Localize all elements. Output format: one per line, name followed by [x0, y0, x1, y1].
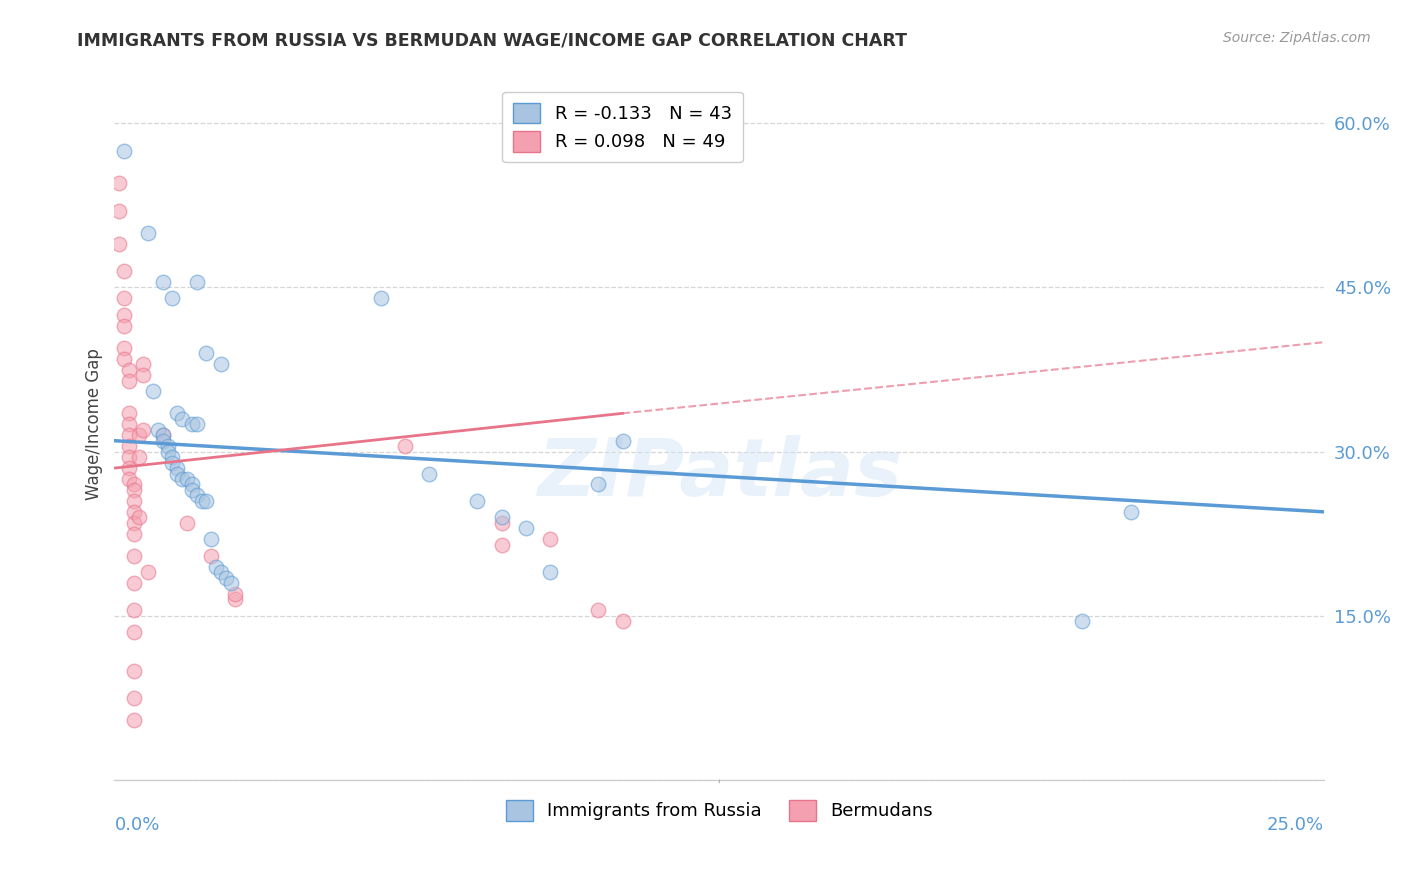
Point	[118, 439, 141, 453]
Point	[122, 625, 145, 640]
Point	[112, 292, 135, 306]
Point	[162, 450, 184, 464]
Point	[152, 428, 174, 442]
Point	[491, 510, 513, 524]
Point	[108, 236, 131, 251]
Point	[132, 423, 155, 437]
Point	[136, 226, 159, 240]
Point	[122, 477, 145, 491]
Point	[118, 472, 141, 486]
Point	[128, 450, 150, 464]
Point	[224, 592, 246, 607]
Point	[180, 417, 202, 432]
Point	[112, 341, 135, 355]
Point	[166, 467, 188, 481]
Point	[195, 346, 218, 360]
Point	[122, 505, 145, 519]
Text: Source: ZipAtlas.com: Source: ZipAtlas.com	[1223, 31, 1371, 45]
Point	[219, 576, 242, 591]
Text: 0.0%: 0.0%	[114, 815, 160, 834]
Point	[118, 374, 141, 388]
Point	[122, 664, 145, 678]
Point	[186, 275, 208, 289]
Point	[118, 406, 141, 420]
Point	[112, 144, 135, 158]
Point	[491, 538, 513, 552]
Point	[180, 483, 202, 497]
Point	[162, 292, 184, 306]
Point	[152, 428, 174, 442]
Point	[112, 318, 135, 333]
Point	[128, 428, 150, 442]
Point	[122, 516, 145, 530]
Point	[465, 494, 488, 508]
Point	[215, 570, 238, 584]
Point	[162, 456, 184, 470]
Point	[209, 565, 232, 579]
Point	[118, 362, 141, 376]
Point	[538, 533, 561, 547]
Point	[200, 549, 222, 563]
Point	[122, 576, 145, 591]
Point	[491, 516, 513, 530]
Point	[122, 690, 145, 705]
Point	[172, 412, 194, 426]
Point	[370, 292, 392, 306]
Point	[186, 488, 208, 502]
Point	[118, 450, 141, 464]
Point	[180, 477, 202, 491]
Y-axis label: Wage/Income Gap: Wage/Income Gap	[86, 349, 103, 500]
Point	[132, 368, 155, 382]
Point	[176, 516, 198, 530]
Point	[515, 521, 537, 535]
Point	[122, 494, 145, 508]
Point	[418, 467, 440, 481]
Point	[128, 510, 150, 524]
Point	[122, 526, 145, 541]
Point	[200, 533, 222, 547]
Point	[122, 713, 145, 727]
Text: 25.0%: 25.0%	[1267, 815, 1324, 834]
Point	[172, 472, 194, 486]
Point	[108, 177, 131, 191]
Point	[190, 494, 212, 508]
Point	[122, 483, 145, 497]
Point	[108, 203, 131, 218]
Point	[186, 417, 208, 432]
Point	[146, 423, 169, 437]
Point	[1071, 615, 1094, 629]
Point	[118, 428, 141, 442]
Point	[156, 439, 179, 453]
Point	[122, 549, 145, 563]
Point	[588, 477, 610, 491]
Point	[166, 406, 188, 420]
Point	[152, 275, 174, 289]
Point	[118, 461, 141, 475]
Point	[136, 565, 159, 579]
Point	[1119, 505, 1142, 519]
Point	[205, 559, 228, 574]
Legend: Immigrants from Russia, Bermudans: Immigrants from Russia, Bermudans	[498, 793, 941, 828]
Point	[132, 357, 155, 371]
Text: ZIPatlas: ZIPatlas	[537, 435, 901, 513]
Point	[612, 434, 634, 448]
Point	[224, 587, 246, 601]
Point	[156, 444, 179, 458]
Point	[112, 264, 135, 278]
Point	[394, 439, 416, 453]
Point	[142, 384, 165, 399]
Point	[588, 603, 610, 617]
Point	[176, 472, 198, 486]
Point	[209, 357, 232, 371]
Point	[112, 308, 135, 322]
Point	[538, 565, 561, 579]
Point	[195, 494, 218, 508]
Point	[122, 603, 145, 617]
Point	[166, 461, 188, 475]
Text: IMMIGRANTS FROM RUSSIA VS BERMUDAN WAGE/INCOME GAP CORRELATION CHART: IMMIGRANTS FROM RUSSIA VS BERMUDAN WAGE/…	[77, 31, 907, 49]
Point	[612, 615, 634, 629]
Point	[112, 351, 135, 366]
Point	[118, 417, 141, 432]
Point	[152, 434, 174, 448]
